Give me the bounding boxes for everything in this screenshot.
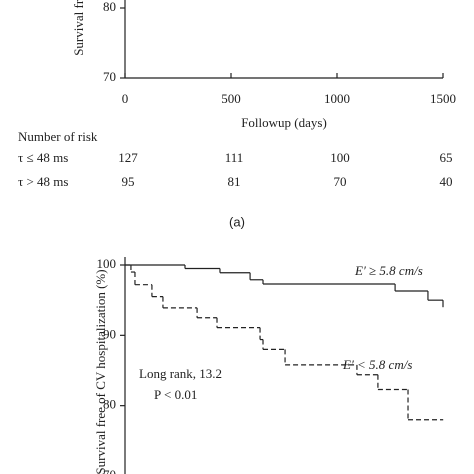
- legend-label: E′ < 5.8 cm/s: [342, 357, 412, 372]
- y-tick-label: 90: [103, 326, 116, 341]
- x-tick-label: 1500: [430, 91, 456, 106]
- y-tick-label: 70: [103, 467, 116, 474]
- risk-row-label: τ > 48 ms: [18, 174, 68, 189]
- y-tick-label: 70: [103, 69, 116, 84]
- risk-value: 81: [228, 174, 241, 189]
- x-tick-label: 1000: [324, 91, 350, 106]
- risk-title: Number of risk: [18, 129, 98, 144]
- risk-value: 65: [440, 150, 453, 165]
- y-tick-label: 100: [97, 256, 117, 271]
- annotation: P < 0.01: [154, 387, 197, 402]
- y-axis-label: Survival free of: [71, 0, 86, 56]
- risk-value: 70: [334, 174, 347, 189]
- x-axis-label: Followup (days): [241, 115, 327, 130]
- x-tick-label: 500: [221, 91, 241, 106]
- risk-value: 95: [122, 174, 135, 189]
- risk-value: 40: [440, 174, 453, 189]
- caption: (a): [229, 214, 245, 229]
- y-tick-label: 80: [103, 0, 116, 14]
- risk-row-label: τ ≤ 48 ms: [18, 150, 68, 165]
- legend-label: E′ ≥ 5.8 cm/s: [354, 263, 423, 278]
- risk-value: 100: [330, 150, 350, 165]
- y-tick-label: 80: [103, 397, 116, 412]
- annotation: Long rank, 13.2: [139, 366, 222, 381]
- y-axis-label: Survival free of CV hospitalization (%): [93, 269, 108, 474]
- risk-value: 111: [225, 150, 244, 165]
- risk-value: 127: [118, 150, 138, 165]
- x-tick-label: 0: [122, 91, 129, 106]
